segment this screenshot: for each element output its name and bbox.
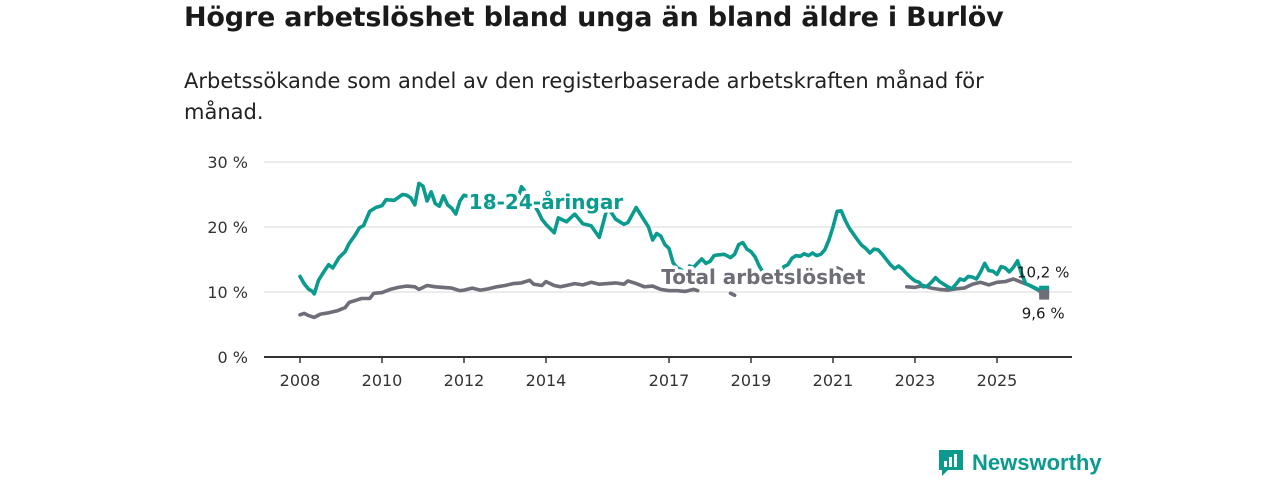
series-label-total: Total arbetslöshet <box>661 265 866 289</box>
series-label-halo: 18-24-åringar <box>469 190 624 214</box>
series-line-total <box>905 277 1046 297</box>
y-tick-label: 30 % <box>207 153 248 172</box>
y-tick-label: 0 % <box>218 348 248 367</box>
series-label-youth: 18-24-åringar <box>469 190 624 214</box>
x-tick-label: 2025 <box>977 371 1018 390</box>
series-layer <box>298 181 1050 320</box>
series-end-marker-total <box>1039 289 1050 300</box>
last-value-label-youth: 10,2 % <box>1017 264 1069 282</box>
x-tick-label: 2008 <box>280 371 321 390</box>
series-line-youth <box>298 181 491 296</box>
x-tick-label: 2012 <box>444 371 485 390</box>
series-line-total <box>831 266 843 272</box>
brand: Newsworthy <box>936 448 1102 478</box>
series-line-total <box>728 291 737 298</box>
chart-title: Högre arbetslöshet bland unga än bland ä… <box>184 2 1004 33</box>
series-line-total <box>298 278 700 320</box>
x-tick-label: 2019 <box>731 371 772 390</box>
x-tick-label: 2021 <box>813 371 854 390</box>
newsworthy-logo-icon <box>939 450 963 476</box>
grid-layer: 0 % 10 % 20 % 30 % 2008 2010 2012 2014 2017 2019 2… <box>207 153 1072 390</box>
chart-subtitle: Arbetssökande som andel av den registerb… <box>184 69 984 124</box>
x-tick-label: 2014 <box>526 371 567 390</box>
series-label-halo: Total arbetslöshet <box>661 265 866 289</box>
x-tick-label: 2010 <box>362 371 403 390</box>
y-tick-label: 20 % <box>207 218 248 237</box>
brand-name: Newsworthy <box>972 450 1102 475</box>
x-tick-label: 2017 <box>649 371 690 390</box>
y-tick-label: 10 % <box>207 283 248 302</box>
x-tick-label: 2023 <box>895 371 936 390</box>
series-line-youth <box>515 184 1046 293</box>
last-value-label-total: 9,6 % <box>1022 305 1065 323</box>
